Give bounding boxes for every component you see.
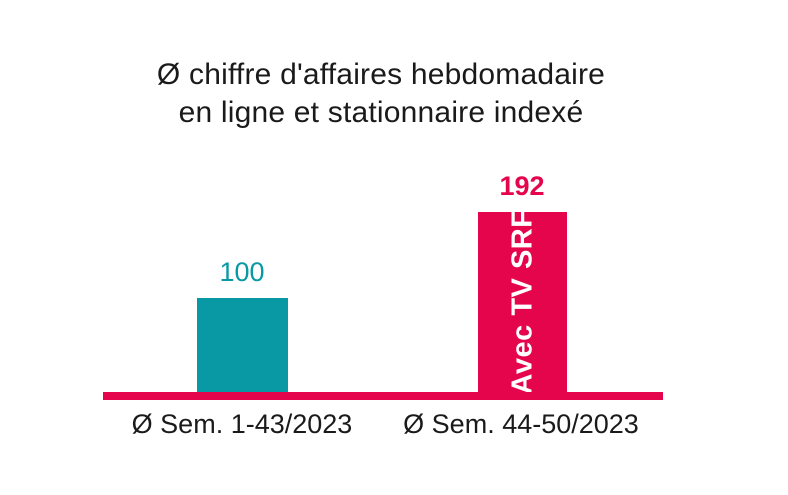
bar-value-label-sem-44-50: 192 [499, 171, 545, 201]
chart-title: Ø chiffre d'affaires hebdomadaire en lig… [0, 56, 762, 132]
bar-value-label-sem-1-43: 100 [219, 257, 265, 287]
x-axis-baseline [103, 392, 663, 400]
x-axis-label-sem-44-50: Ø Sem. 44-50/2023 [403, 409, 639, 439]
bar-sem-44-50: Avec TV SRF [478, 209, 567, 395]
bar-inside-label-avec-tv-srf: Avec TV SRF [506, 209, 538, 395]
x-axis-label-sem-1-43: Ø Sem. 1-43/2023 [131, 409, 353, 439]
bar-sem-1-43 [197, 298, 288, 392]
chart-title-line-1: Ø chiffre d'affaires hebdomadaire [156, 58, 606, 91]
chart-title-line-2: en ligne et stationnaire indexé [178, 96, 584, 129]
